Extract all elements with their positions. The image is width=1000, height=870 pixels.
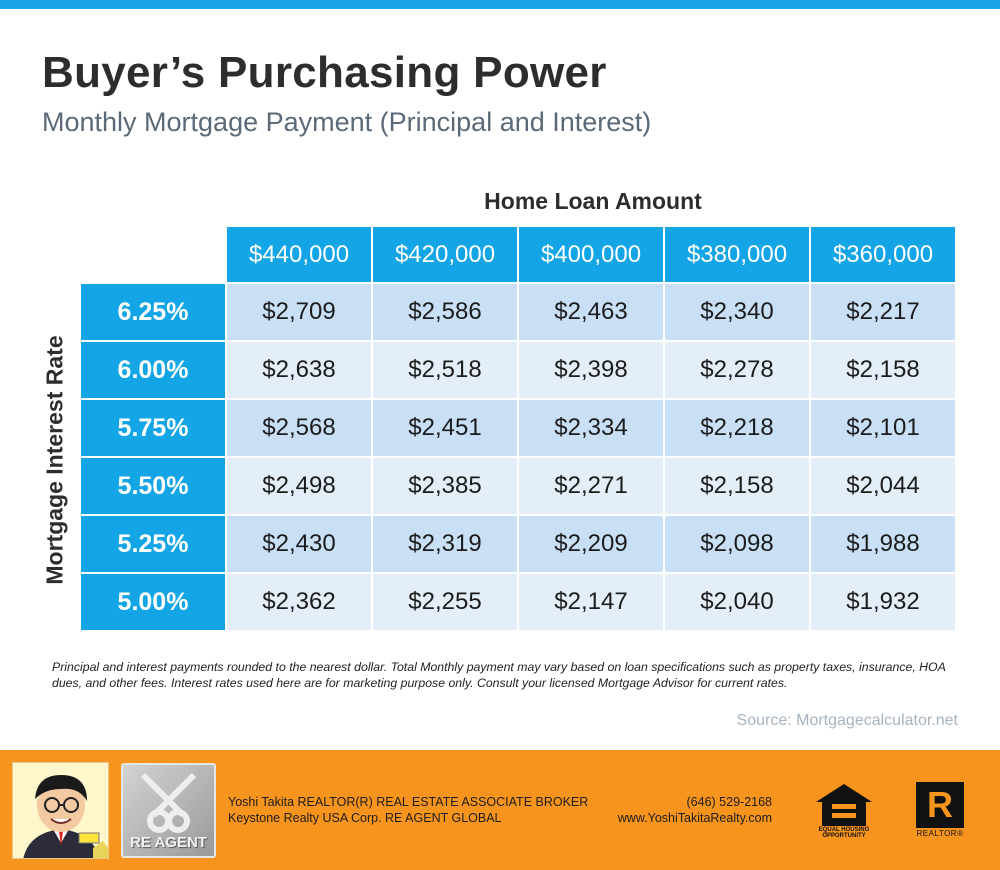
page-subtitle: Monthly Mortgage Payment (Principal and …	[42, 107, 652, 137]
equal-housing-text: EQUAL HOUSING OPPORTUNITY	[818, 827, 870, 839]
payment-table: $440,000 $420,000 $400,000 $380,000 $360,000…	[81, 227, 957, 632]
row-group-label: Mortgage Interest Rate	[41, 335, 68, 585]
realtor-badge: R	[916, 782, 964, 828]
payment-cell: $2,638	[227, 342, 373, 400]
payment-cell: $1,932	[811, 574, 957, 632]
payment-cell: $2,362	[227, 574, 373, 632]
payment-cell: $2,278	[665, 342, 811, 400]
payment-cell: $2,255	[373, 574, 519, 632]
agent-info: Yoshi Takita REALTOR(R) REAL ESTATE ASSO…	[228, 794, 588, 826]
agent-name-title: Yoshi Takita REALTOR(R) REAL ESTATE ASSO…	[228, 795, 589, 809]
footer-bar: RE AGENT Yoshi Takita REALTOR(R) REAL ES…	[0, 750, 1000, 870]
row-header-interest-rate: 5.00%	[81, 574, 227, 632]
equal-housing-logo: EQUAL HOUSING OPPORTUNITY	[814, 782, 874, 842]
payment-cell: $2,217	[811, 284, 957, 342]
agent-caricature	[12, 762, 109, 859]
keys-icon	[140, 772, 197, 833]
payment-cell: $2,430	[227, 516, 373, 574]
row-header-interest-rate: 5.50%	[81, 458, 227, 516]
payment-cell: $2,319	[373, 516, 519, 574]
payment-cell: $2,158	[665, 458, 811, 516]
payment-cell: $2,463	[519, 284, 665, 342]
agent-phone: (646) 529-2168	[686, 795, 772, 809]
column-header-loan-amount: $440,000	[227, 227, 373, 284]
payment-cell: $2,385	[373, 458, 519, 516]
payment-cell: $2,218	[665, 400, 811, 458]
re-agent-logo: RE AGENT	[121, 763, 216, 858]
payment-cell: $2,098	[665, 516, 811, 574]
row-header-interest-rate: 5.75%	[81, 400, 227, 458]
disclaimer-note: Principal and interest payments rounded …	[52, 660, 946, 690]
payment-cell: $2,398	[519, 342, 665, 400]
payment-cell: $2,040	[665, 574, 811, 632]
agent-contact: (646) 529-2168 www.YoshiTakitaRealty.com	[600, 794, 772, 826]
column-header-loan-amount: $380,000	[665, 227, 811, 284]
row-header-interest-rate: 6.25%	[81, 284, 227, 342]
payment-cell: $2,340	[665, 284, 811, 342]
column-header-loan-amount: $420,000	[373, 227, 519, 284]
row-header-interest-rate: 6.00%	[81, 342, 227, 400]
agent-brokerage: Keystone Realty USA Corp. RE AGENT GLOBA…	[228, 811, 502, 825]
top-accent-bar	[0, 0, 1000, 9]
source-credit: Source: Mortgagecalculator.net	[736, 712, 958, 729]
re-agent-logo-text: RE AGENT	[130, 834, 207, 851]
payment-cell: $2,101	[811, 400, 957, 458]
payment-cell: $2,209	[519, 516, 665, 574]
payment-cell: $2,147	[519, 574, 665, 632]
equal-housing-icon	[816, 784, 872, 826]
realtor-text: REALTOR®	[916, 829, 964, 838]
agent-caricature-image	[13, 763, 108, 858]
payment-cell: $2,334	[519, 400, 665, 458]
realtor-logo: R REALTOR®	[914, 782, 966, 840]
table-corner	[81, 227, 227, 284]
page-title: Buyer’s Purchasing Power	[42, 48, 607, 97]
realtor-letter: R	[927, 784, 953, 825]
column-header-loan-amount: $360,000	[811, 227, 957, 284]
row-group-label-wrap: Mortgage Interest Rate	[32, 287, 78, 633]
row-header-interest-rate: 5.25%	[81, 516, 227, 574]
payment-cell: $2,158	[811, 342, 957, 400]
payment-cell: $2,498	[227, 458, 373, 516]
payment-cell: $2,451	[373, 400, 519, 458]
column-group-label: Home Loan Amount	[484, 188, 702, 214]
payment-cell: $2,709	[227, 284, 373, 342]
agent-website: www.YoshiTakitaRealty.com	[617, 811, 772, 825]
payment-cell: $2,586	[373, 284, 519, 342]
payment-cell: $2,518	[373, 342, 519, 400]
payment-cell: $1,988	[811, 516, 957, 574]
payment-cell: $2,271	[519, 458, 665, 516]
payment-cell: $2,568	[227, 400, 373, 458]
column-header-loan-amount: $400,000	[519, 227, 665, 284]
payment-cell: $2,044	[811, 458, 957, 516]
